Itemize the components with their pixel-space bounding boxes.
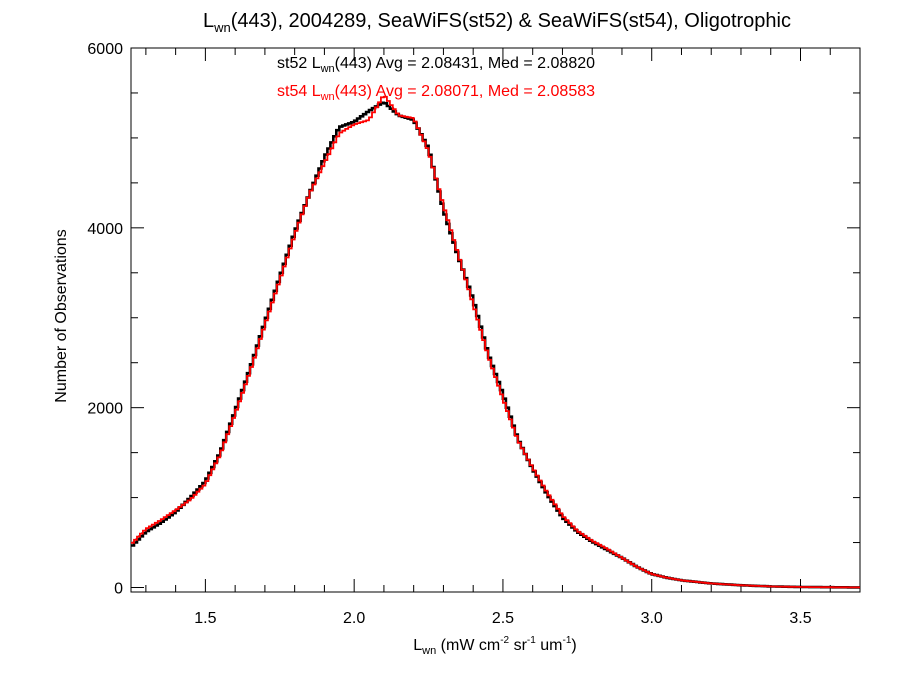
- chart-title-rest: (443), 2004289, SeaWiFS(st52) & SeaWiFS(…: [231, 10, 791, 32]
- annotation-st54: st54 Lwn(443) Avg = 2.08071, Med = 2.085…: [277, 83, 595, 103]
- series-line-st52: [131, 101, 860, 589]
- x-label-l: L: [413, 637, 422, 654]
- series-layer: [131, 95, 860, 589]
- y-tick-label: 0: [114, 581, 123, 598]
- axis-ticks: [131, 47, 861, 592]
- x-axis-label: Lwn (mW cm-2 sr-1 um-1): [413, 635, 576, 657]
- chart-title-main: L: [203, 10, 214, 32]
- y-tick-label: 6000: [87, 41, 123, 58]
- annotation-st52: st52 Lwn(443) Avg = 2.08431, Med = 2.088…: [277, 55, 595, 75]
- x-label-units-4: ): [571, 637, 576, 654]
- series-line-st54: [131, 95, 860, 589]
- x-tick-label: 1.5: [194, 610, 216, 627]
- y-axis-label: Number of Observations: [53, 229, 70, 402]
- chart-title: Lwn(443), 2004289, SeaWiFS(st52) & SeaWi…: [203, 10, 791, 35]
- x-tick-label: 3.5: [789, 610, 811, 627]
- annotation-st52-pre: st52 L: [277, 55, 321, 72]
- annotation-st54-sub: wn: [320, 91, 335, 103]
- axis-tick-labels: 0 2000 4000 6000 1.5 2.0 2.5 3.0 3.5: [87, 41, 811, 627]
- x-label-sup-1: -2: [500, 635, 509, 646]
- x-label-wn: wn: [421, 645, 436, 657]
- x-label-sup-3: -1: [562, 635, 571, 646]
- x-label-units-2: sr: [509, 637, 527, 654]
- x-label-units-1: (mW cm: [436, 637, 500, 654]
- chart-title-subscript: wn: [213, 20, 231, 35]
- x-tick-label: 2.0: [343, 610, 365, 627]
- y-tick-label: 2000: [87, 401, 123, 418]
- y-tick-label: 4000: [87, 221, 123, 238]
- x-label-sup-2: -1: [527, 635, 536, 646]
- x-tick-label: 2.5: [492, 610, 514, 627]
- annotation-st52-sub: wn: [320, 63, 335, 75]
- annotation-st52-post: (443) Avg = 2.08431, Med = 2.08820: [335, 55, 595, 72]
- x-label-units-3: um: [536, 637, 563, 654]
- x-tick-label: 3.0: [641, 610, 663, 627]
- annotation-st54-pre: st54 L: [277, 83, 321, 100]
- plot-frame: [130, 47, 861, 593]
- annotation-st54-post: (443) Avg = 2.08071, Med = 2.08583: [335, 83, 595, 100]
